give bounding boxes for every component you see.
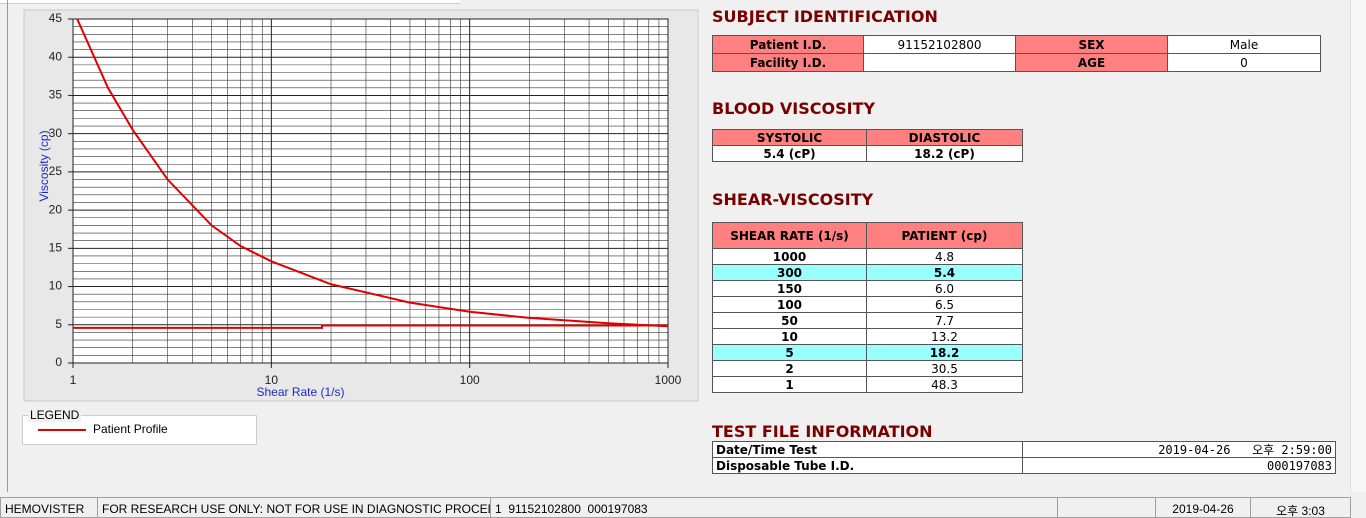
scrollbar: [1350, 0, 1366, 492]
status-blank: [1057, 497, 1156, 518]
y-tick-label: 5: [55, 317, 62, 331]
status-cell: HEMOVISTER: [0, 497, 98, 518]
section-title: SHEAR-VISCOSITY: [712, 190, 874, 209]
legend-swatch: [38, 429, 86, 431]
shear-rate: 10: [712, 328, 867, 345]
x-tick-label: 10: [265, 373, 279, 387]
plot-border: [72, 18, 669, 364]
patient-viscosity: 48.3: [866, 376, 1023, 393]
x-tick-label: 100: [460, 373, 480, 387]
field-value: Male: [1167, 35, 1321, 54]
viscosity-value: 5.4 (cP): [712, 145, 867, 162]
y-tick-label: 0: [55, 355, 62, 369]
legend-title: LEGEND: [28, 408, 82, 422]
shear-rate: 5: [712, 344, 867, 361]
patient-viscosity: 7.7: [866, 312, 1023, 329]
shear-rate: 300: [712, 264, 867, 281]
y-tick-label: 45: [49, 11, 63, 25]
x-axis-label: Shear Rate (1/s): [256, 385, 344, 399]
shear-rate: 1: [712, 376, 867, 393]
shear-rate: 50: [712, 312, 867, 329]
patient-viscosity: 6.0: [866, 280, 1023, 297]
data-line: [76, 18, 669, 328]
patient-viscosity: 5.4: [866, 264, 1023, 281]
shear-rate: 150: [712, 280, 867, 297]
section-title: SUBJECT IDENTIFICATION: [712, 7, 938, 26]
y-tick-label: 15: [49, 241, 63, 255]
column-header: SHEAR RATE (1/s): [712, 222, 867, 249]
column-header: SYSTOLIC: [712, 129, 867, 146]
field-label: Date/Time Test: [712, 441, 1023, 458]
field-label: Patient I.D.: [712, 35, 864, 54]
patient-viscosity: 6.5: [866, 296, 1023, 313]
chart: 0 5 10 15 20 25 30 35 40 45 1 10 100 1000 Shear Rate (…: [23, 9, 699, 402]
patient-viscosity: 30.5: [866, 360, 1023, 377]
section-title: TEST FILE INFORMATION: [712, 422, 933, 441]
x-tick-label: 1: [70, 373, 77, 387]
y-tick-label: 40: [49, 49, 63, 63]
y-tick-label: 30: [49, 126, 63, 140]
patient-viscosity: 4.8: [866, 248, 1023, 265]
status-cell: 오후 3:03: [1250, 497, 1351, 518]
y-tick-label: 20: [49, 202, 63, 216]
viscosity-value: 18.2 (cP): [866, 145, 1023, 162]
legend-label: Patient Profile: [93, 422, 168, 436]
y-tick-label: 25: [49, 164, 63, 178]
field-value: 000197083: [1022, 457, 1336, 474]
window-border: [7, 0, 8, 492]
shear-rate: 1000: [712, 248, 867, 265]
y-axis-label: Viscosity (cp): [37, 130, 51, 201]
field-value: 91152102800: [863, 35, 1016, 54]
section-title: BLOOD VISCOSITY: [712, 99, 876, 118]
field-value: [863, 53, 1016, 72]
field-label: Facility I.D.: [712, 53, 864, 72]
y-tick-label: 10: [49, 279, 63, 293]
status-cell: 2019-04-26: [1155, 497, 1251, 518]
plot-area: [73, 19, 668, 363]
field-label: Disposable Tube I.D.: [712, 457, 1023, 474]
field-label: AGE: [1015, 53, 1168, 72]
y-tick-label: 35: [49, 88, 63, 102]
top-bar: [0, 0, 460, 4]
shear-rate: 2: [712, 360, 867, 377]
field-value: 2019-04-26 오후 2:59:00: [1022, 441, 1336, 458]
patient-viscosity: 18.2: [866, 344, 1023, 361]
status-cell: 1 91152102800 000197083: [490, 497, 1058, 518]
column-header: DIASTOLIC: [866, 129, 1023, 146]
column-header: PATIENT (cp): [866, 222, 1023, 249]
status-cell: FOR RESEARCH USE ONLY: NOT FOR USE IN DI…: [97, 497, 491, 518]
field-value: 0: [1167, 53, 1321, 72]
field-label: SEX: [1015, 35, 1168, 54]
data-line: [73, 324, 668, 329]
patient-viscosity: 13.2: [866, 328, 1023, 345]
shear-rate: 100: [712, 296, 867, 313]
x-tick-label: 1000: [655, 373, 682, 387]
